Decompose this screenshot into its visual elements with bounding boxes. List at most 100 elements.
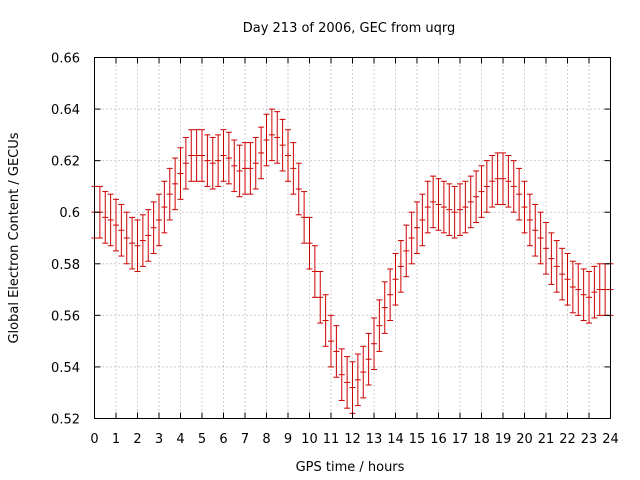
y-tick-label: 0.6 [59, 206, 80, 221]
error-bar [145, 209, 152, 262]
error-bar [371, 317, 377, 371]
y-tick-label: 0.64 [51, 103, 80, 118]
error-bar [354, 353, 361, 407]
error-bar [467, 175, 474, 229]
error-bar [317, 271, 324, 324]
error-bar [440, 180, 447, 234]
ticks [94, 57, 611, 419]
error-bar [473, 170, 480, 224]
error-bar [150, 201, 157, 254]
error-bar [134, 219, 141, 273]
error-bar [591, 265, 598, 319]
error-bar [387, 268, 394, 322]
x-axis-title: GPS time / hours [296, 460, 405, 475]
error-bar [285, 129, 291, 182]
error-bar [489, 154, 496, 208]
error-bar [360, 345, 367, 399]
y-axis-title: Global Electron Content / GECUs [7, 132, 22, 343]
y-tick-label: 0.54 [51, 361, 80, 376]
error-bar [209, 136, 216, 190]
error-bar [505, 154, 512, 208]
x-tick-label: 21 [538, 432, 555, 447]
x-tick-label: 14 [387, 432, 404, 447]
x-tick-label: 15 [409, 432, 426, 447]
error-bar [263, 113, 270, 167]
error-bar [161, 180, 168, 234]
error-bar [204, 134, 211, 187]
error-bar [306, 216, 313, 270]
error-bar [414, 201, 420, 254]
error-bar [543, 222, 549, 275]
error-bar [193, 129, 200, 182]
error-bar [231, 139, 238, 193]
grid [94, 57, 611, 419]
error-bar [537, 211, 544, 265]
error-bars [91, 108, 614, 414]
x-tick-label: 11 [323, 432, 340, 447]
x-tick-label: 12 [344, 432, 361, 447]
error-bar [510, 160, 517, 213]
error-bar [290, 142, 297, 195]
error-bar [139, 214, 146, 267]
error-bar [419, 193, 426, 247]
error-bar [365, 332, 372, 386]
y-tick-label: 0.66 [51, 52, 80, 67]
error-bar [338, 348, 345, 401]
y-tick-labels: 0.52 0.54 0.56 0.58 0.6 0.62 0.64 0.66 [51, 52, 80, 428]
x-tick-label: 1 [112, 432, 120, 447]
error-bar [236, 144, 243, 198]
error-bar [376, 299, 383, 352]
error-bar [172, 157, 179, 211]
y-tick-label: 0.62 [51, 155, 80, 170]
error-bar [123, 211, 130, 265]
x-tick-label: 4 [176, 432, 184, 447]
x-tick-label: 9 [284, 432, 292, 447]
error-bar [156, 193, 162, 247]
x-tick-label: 19 [495, 432, 512, 447]
error-bar [526, 193, 533, 247]
error-bar [435, 178, 442, 231]
error-bar [279, 118, 286, 172]
error-bar [483, 160, 490, 213]
error-bar [129, 216, 136, 270]
x-tick-label: 0 [90, 432, 98, 447]
error-bar [247, 142, 254, 195]
error-bar [451, 185, 458, 239]
error-bar [462, 180, 469, 234]
error-bar [102, 191, 109, 244]
x-tick-label: 3 [155, 432, 163, 447]
x-tick-label: 22 [559, 432, 576, 447]
error-bar [516, 167, 523, 221]
error-bar [408, 211, 415, 265]
error-bar [333, 325, 340, 378]
error-bar [580, 268, 587, 322]
error-bar [446, 183, 453, 236]
error-bar [457, 183, 463, 236]
error-bar [225, 131, 232, 185]
error-bar [220, 129, 227, 182]
error-bar [311, 245, 318, 298]
x-tick-label: 24 [602, 432, 619, 447]
error-bar [295, 162, 302, 216]
error-bar [188, 129, 195, 182]
x-tick-label: 8 [262, 432, 270, 447]
error-bar [242, 142, 248, 195]
error-bar [268, 108, 275, 162]
error-bar [301, 191, 308, 244]
error-bar [575, 263, 582, 316]
error-bar [500, 152, 506, 205]
x-tick-label: 7 [241, 432, 249, 447]
error-bar [118, 203, 125, 257]
error-bar [532, 203, 539, 257]
error-bar [392, 252, 399, 306]
error-bar [113, 198, 119, 252]
error-bar [586, 271, 592, 324]
error-bar [381, 281, 388, 334]
error-bar [602, 263, 609, 316]
error-bar [548, 232, 555, 285]
error-bar [397, 240, 404, 293]
x-tick-labels: 0 1 2 3 4 5 6 7 8 9 10 11 12 13 14 15 16 17 18 19 20 21 22 23 24 [90, 432, 618, 447]
error-bar [328, 314, 334, 368]
x-tick-label: 10 [301, 432, 318, 447]
y-tick-label: 0.56 [51, 309, 80, 324]
